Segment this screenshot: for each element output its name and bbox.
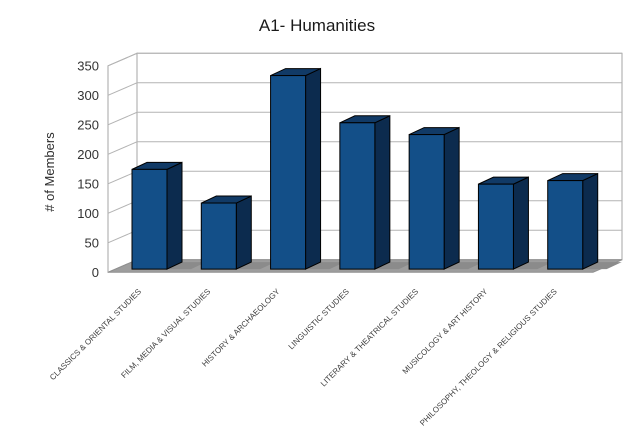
bar-shadows	[167, 262, 622, 270]
bar-side-face	[374, 114, 391, 270]
y-tick-label: 50	[85, 235, 99, 250]
category-label: HISTORY & ARCHAEOLOGY	[200, 287, 282, 369]
bar-front-face	[131, 168, 168, 270]
bar-shadow	[305, 262, 345, 270]
bar	[408, 126, 460, 270]
bar-shadow	[444, 262, 484, 270]
y-tick-label: 150	[77, 176, 99, 191]
category-label: PHILOSOPHY, THEOLOGY & RELIGIOUS STUDIES	[418, 287, 559, 428]
grid-line	[107, 82, 622, 96]
y-tick-label: 300	[77, 88, 99, 103]
bar-side-face	[235, 195, 252, 270]
bar-side-face	[512, 176, 529, 270]
bar-side-face	[305, 67, 322, 270]
y-tick-label: 200	[77, 147, 99, 162]
y-tick-label: 100	[77, 206, 99, 221]
category-label: LINGUISTIC STUDIES	[287, 287, 351, 351]
bar-side-face	[166, 161, 183, 270]
bar-front-face	[270, 75, 307, 270]
y-tick-label: 250	[77, 117, 99, 132]
bar-front-face	[339, 122, 376, 270]
y-tick-labels: 0 50 100 150 200 250 300 350	[77, 58, 99, 279]
grid-line	[107, 141, 622, 155]
chart-title: A1- Humanities	[259, 16, 375, 35]
y-axis-title: # of Members	[42, 132, 57, 212]
bar-side-face	[443, 126, 460, 270]
bar-shadow	[513, 262, 553, 270]
bar	[547, 172, 599, 270]
bar-front-face	[408, 134, 445, 270]
bar-shadow	[236, 262, 276, 270]
bar-side-face	[582, 172, 599, 270]
bar-front-face	[477, 183, 514, 270]
bar	[270, 67, 322, 270]
y-tick-label: 0	[92, 265, 99, 280]
bar	[200, 195, 252, 270]
grid-line	[107, 52, 622, 67]
y-tick-label: 350	[77, 58, 99, 73]
bar-front-face	[200, 202, 237, 270]
bar-shadow	[374, 262, 414, 270]
bar	[477, 176, 529, 270]
bar	[131, 161, 183, 270]
bar-shadow	[582, 262, 622, 270]
bars	[131, 67, 599, 270]
bar-shadow	[167, 262, 206, 270]
grid-line	[107, 111, 622, 126]
bar-front-face	[547, 180, 584, 270]
bar	[339, 114, 391, 270]
